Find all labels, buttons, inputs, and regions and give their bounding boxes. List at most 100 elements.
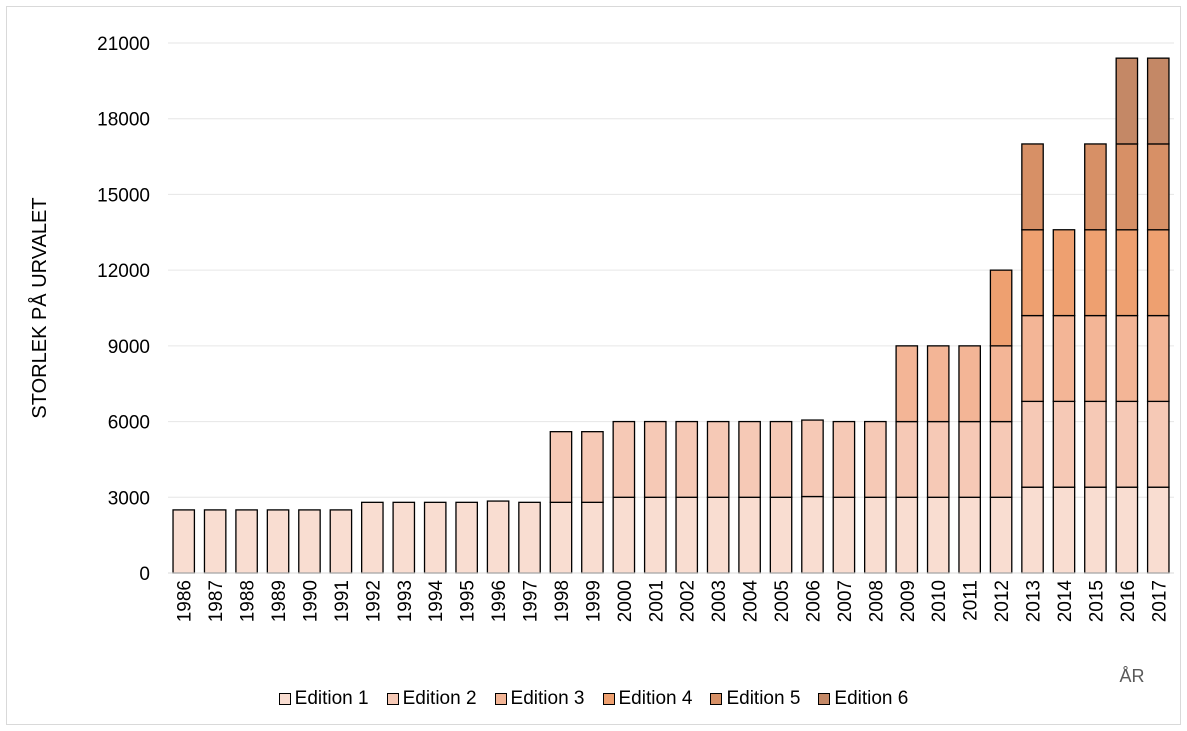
- bar-segment: [1115, 486, 1139, 574]
- x-tick-label: 1989: [269, 580, 290, 622]
- y-tick-label: 15000: [97, 185, 150, 206]
- bar-segment: [1052, 400, 1076, 488]
- bar-segment: [455, 501, 478, 574]
- bar-segment: [738, 496, 761, 574]
- x-tick-label: 1999: [583, 580, 604, 622]
- legend-swatch: [818, 693, 831, 705]
- bar-segment: [1146, 229, 1170, 317]
- x-tick-label: 2000: [615, 580, 636, 622]
- bar-segment: [612, 496, 636, 574]
- bar-segment: [581, 501, 604, 574]
- x-tick-label: 2006: [803, 580, 824, 622]
- bar-segment: [958, 420, 981, 498]
- bar-segment: [1084, 314, 1107, 403]
- bar-segment: [958, 496, 981, 574]
- x-tick-label: 2009: [898, 580, 919, 622]
- bar-segment: [801, 419, 824, 498]
- x-tick-label: 1988: [238, 580, 259, 622]
- bar-segment: [738, 420, 761, 498]
- x-tick-label: 1993: [395, 580, 416, 622]
- y-tick-label: 21000: [97, 34, 150, 55]
- bar-segment: [361, 501, 384, 574]
- bar-segment: [518, 501, 541, 574]
- x-tick-label: 2012: [992, 580, 1013, 622]
- bar-segment: [1115, 400, 1139, 488]
- bar-segment: [549, 501, 573, 574]
- x-tick-label: 2001: [646, 580, 667, 622]
- x-tick-label: 2015: [1086, 580, 1107, 622]
- x-tick-label: 2010: [929, 580, 950, 622]
- x-tick-label: 1991: [332, 580, 353, 622]
- bar-segment: [1084, 143, 1107, 231]
- legend-item: Edition 2: [386, 688, 477, 710]
- bar-segment: [864, 420, 887, 498]
- x-tick-label: 1986: [175, 580, 196, 622]
- bar-segment: [1084, 400, 1107, 488]
- y-tick-label: 3000: [108, 488, 150, 509]
- bar-segment: [769, 420, 793, 498]
- bar-segment: [706, 420, 730, 498]
- x-tick-label: 1997: [521, 580, 542, 622]
- bar-segment: [1146, 400, 1170, 488]
- legend-label: Edition 4: [618, 688, 693, 709]
- bar-segment: [549, 431, 573, 503]
- y-tick-label: 9000: [108, 337, 150, 358]
- bar-segment: [172, 509, 196, 574]
- bar-segment: [1146, 143, 1170, 231]
- bar-segment: [706, 496, 730, 574]
- bar-segment: [1115, 229, 1139, 317]
- bar-segment: [895, 496, 919, 574]
- legend-item: Edition 3: [494, 688, 585, 710]
- bar-segment: [1115, 57, 1139, 145]
- bar-segment: [895, 345, 919, 423]
- y-tick-label: 0: [139, 564, 150, 585]
- bar-segment: [486, 500, 510, 574]
- bar-segment: [1115, 314, 1139, 403]
- bars: [172, 57, 1170, 574]
- legend-swatch: [602, 693, 615, 705]
- bar-segment: [1021, 400, 1044, 488]
- x-axis-ticks: 1986 1987 1988 1989 1990 1991 1992 1993 1994 1995…: [175, 580, 1171, 623]
- bar-segment: [926, 345, 950, 423]
- bar-segment: [989, 496, 1013, 574]
- legend-item: Edition 4: [602, 688, 693, 710]
- bar-segment: [989, 420, 1013, 498]
- bar-segment: [832, 420, 856, 498]
- y-axis-ticks: 0 3000 6000 9000 12000 15000 18000 21000: [97, 34, 150, 585]
- x-tick-label: 1996: [489, 580, 510, 622]
- bar-segment: [958, 345, 981, 423]
- bar-segment: [1146, 486, 1170, 574]
- bar-segment: [926, 420, 950, 498]
- bar-segment: [1021, 143, 1044, 231]
- x-tick-label: 2008: [866, 580, 887, 622]
- bar-segment: [203, 509, 227, 574]
- y-tick-label: 12000: [97, 261, 150, 282]
- bar-segment: [1115, 143, 1139, 231]
- x-tick-label: 1994: [426, 580, 447, 623]
- bar-segment: [1052, 486, 1076, 574]
- legend-item: Edition 1: [278, 688, 369, 710]
- bar-segment: [298, 509, 321, 574]
- x-tick-label: 2014: [1055, 580, 1076, 623]
- bar-segment: [643, 420, 667, 498]
- bar-segment: [329, 509, 353, 574]
- x-tick-label: 2007: [835, 580, 856, 622]
- bar-segment: [989, 345, 1013, 423]
- bar-segment: [895, 420, 919, 498]
- bar-segment: [675, 420, 699, 498]
- x-tick-label: 1987: [206, 580, 227, 622]
- x-tick-label: 2004: [741, 580, 762, 623]
- y-tick-label: 6000: [108, 413, 150, 434]
- legend-swatch: [494, 693, 507, 705]
- x-tick-label: 1998: [552, 580, 573, 622]
- x-tick-label: 2017: [1149, 580, 1170, 622]
- legend-item: Edition 6: [818, 688, 908, 710]
- x-tick-label: 2013: [1024, 580, 1045, 622]
- x-tick-label: 1995: [458, 580, 479, 622]
- bar-segment: [989, 269, 1013, 347]
- bar-segment: [1021, 229, 1044, 317]
- chart-frame: [6, 6, 1181, 725]
- bar-segment: [926, 496, 950, 574]
- x-axis-label: ÅR: [1119, 666, 1144, 686]
